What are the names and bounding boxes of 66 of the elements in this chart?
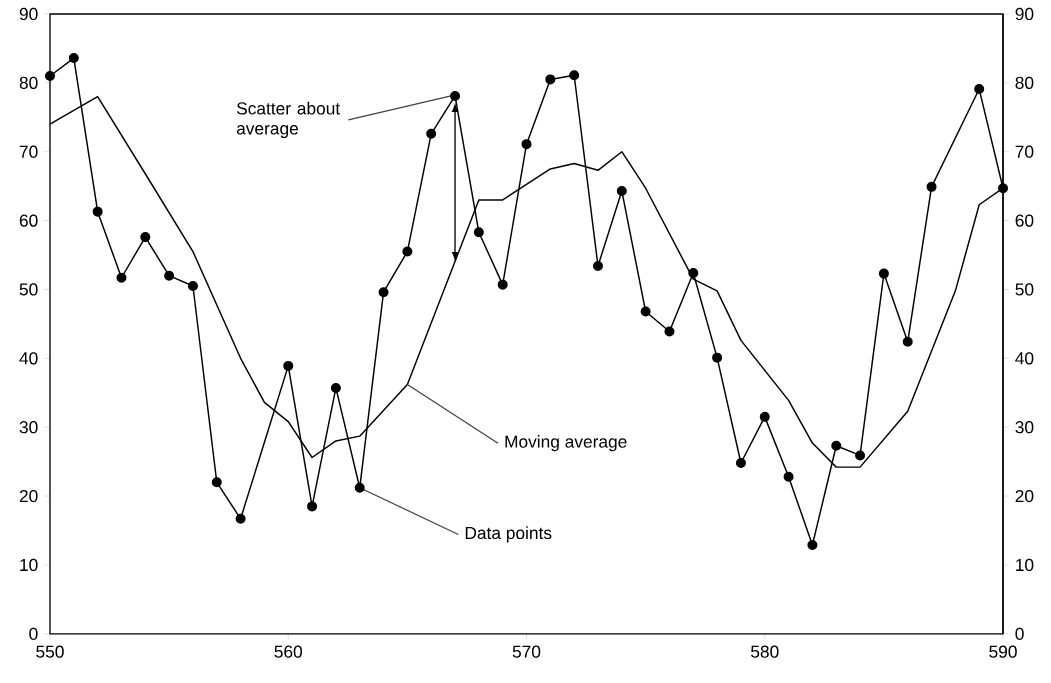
point: [68, 53, 79, 64]
y-tick-label: 60: [19, 214, 38, 227]
y2-tick-label: 30: [1015, 421, 1034, 434]
y-tick-label: 30: [19, 421, 38, 434]
point: [473, 227, 484, 238]
point: [592, 260, 603, 271]
y-tick-label: 20: [19, 489, 38, 503]
point: [664, 326, 675, 337]
x-tick-label: 560: [274, 645, 303, 658]
point: [759, 411, 770, 422]
point: [807, 539, 818, 550]
y2-tick-label: 80: [1015, 76, 1034, 89]
y-tick-label: 80: [19, 76, 38, 89]
point: [831, 440, 842, 451]
y-tick-label: 90: [19, 7, 38, 21]
point: [783, 471, 794, 482]
point: [616, 185, 627, 196]
y2-tick-label: 10: [1016, 558, 1034, 572]
y2-tick-label: 0: [1015, 627, 1024, 640]
x-tick-label: 570: [512, 645, 541, 658]
point: [450, 90, 461, 101]
point: [378, 287, 389, 298]
point: [330, 382, 341, 393]
y-tick-label: 10: [20, 558, 38, 572]
x-tick-label: 590: [989, 645, 1017, 658]
point: [235, 513, 246, 524]
point: [569, 70, 580, 81]
x-tick-label: 550: [36, 645, 64, 658]
y-tick-label: 50: [19, 283, 38, 296]
point: [712, 352, 723, 363]
point: [974, 84, 985, 95]
point: [187, 280, 198, 291]
point: [140, 232, 151, 243]
y2-tick-label: 40: [1015, 352, 1034, 365]
x-tick-label: 580: [751, 645, 779, 658]
point: [545, 74, 556, 85]
point: [521, 139, 532, 150]
y-tick-label: 40: [19, 352, 38, 365]
annotation: Data points: [465, 526, 552, 543]
y2-tick-label: 70: [1015, 145, 1034, 158]
point: [211, 477, 222, 488]
y2-tick-label: 60: [1015, 214, 1034, 227]
y2-tick-label: 90: [1015, 7, 1034, 21]
point: [426, 128, 437, 139]
point: [354, 482, 365, 493]
point: [164, 270, 175, 281]
y-tick-label: 0: [29, 627, 38, 640]
point: [402, 246, 413, 257]
point: [735, 457, 746, 468]
point: [926, 181, 937, 192]
y2-tick-label: 50: [1015, 283, 1034, 296]
point: [307, 501, 318, 512]
point: [116, 272, 127, 283]
point: [902, 336, 913, 347]
annotation: Scatter about average: [236, 101, 341, 138]
point: [92, 206, 103, 217]
point: [878, 268, 889, 279]
point: [688, 267, 699, 278]
point: [283, 360, 294, 371]
point: [497, 279, 508, 290]
point: [44, 70, 55, 81]
annotation: Moving average: [505, 435, 627, 452]
y-tick-label: 70: [19, 145, 38, 158]
y2-tick-label: 20: [1015, 489, 1034, 503]
point: [855, 450, 866, 461]
point: [640, 306, 651, 317]
